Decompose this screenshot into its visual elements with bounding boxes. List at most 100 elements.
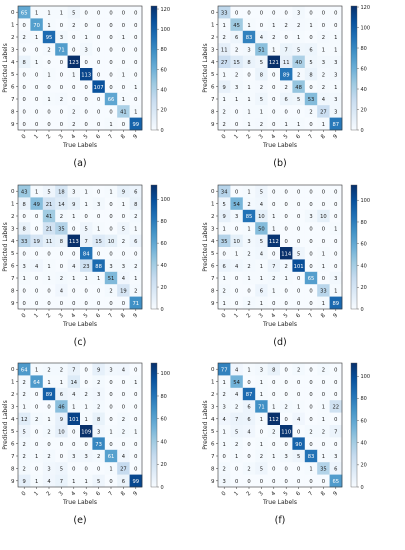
matrix-cell <box>18 387 31 401</box>
matrix-cell <box>104 375 118 389</box>
matrix-cell <box>329 462 343 475</box>
cell-value-label: 2 <box>235 72 238 78</box>
cell-value-label: 2 <box>23 392 26 398</box>
cell-value-label: 0 <box>60 110 63 116</box>
cell-value-label: 0 <box>235 10 238 16</box>
y-tick-label: 9 <box>211 301 215 307</box>
cell-value-label: 1 <box>35 35 38 41</box>
confusion-matrix-panel: 43 1 5 18 3 1 0 1 9 68 49 21 14 9 1 3 0 1 80 0 41 2 1 0 0 0 0 28 0 21… <box>2 184 170 348</box>
cell-value-label: 0 <box>272 380 275 386</box>
matrix-cell <box>67 449 81 463</box>
cell-value-label: 2 <box>223 467 226 473</box>
matrix-cell <box>255 185 268 198</box>
y-tick-label: 9 <box>11 301 15 307</box>
cell-value-label: 0 <box>134 72 137 78</box>
y-tick-label: 8 <box>211 466 215 472</box>
cell-value-label: 4 <box>260 251 264 257</box>
cell-value-label: 0 <box>334 251 337 257</box>
matrix-cell <box>67 363 81 376</box>
matrix-cell <box>292 197 306 211</box>
x-tick-label: 6 <box>95 312 102 319</box>
cell-value-label: 0 <box>72 442 75 448</box>
matrix-cell <box>255 412 268 426</box>
matrix-cell <box>30 474 44 488</box>
x-axis-label: True Labels <box>262 321 297 328</box>
matrix-cell <box>267 474 281 488</box>
cell-value-label: 0 <box>247 10 250 16</box>
cell-value-label: 1 <box>260 442 263 448</box>
cell-value-label: 2 <box>60 214 63 220</box>
colorbar-tick-label: 0 <box>361 128 364 134</box>
matrix-cell <box>230 296 244 310</box>
x-tick-label: 0 <box>221 490 228 497</box>
matrix-cell <box>55 425 68 438</box>
matrix-cell <box>317 197 330 211</box>
x-tick-label: 9 <box>132 133 139 140</box>
matrix-cell <box>18 375 31 389</box>
cell-value-label: 2 <box>235 405 238 411</box>
matrix-cell <box>292 375 306 389</box>
matrix-cell <box>18 259 31 273</box>
cell-value-label: 2 <box>85 392 88 398</box>
matrix-cell <box>242 412 256 426</box>
matrix-cell <box>104 117 118 131</box>
cell-value-label: 18 <box>58 189 65 195</box>
matrix-cell <box>117 449 130 463</box>
cell-value-label: 0 <box>122 60 125 66</box>
cell-value-label: 7 <box>272 264 275 270</box>
matrix-cell <box>129 43 143 56</box>
y-tick-label: 5 <box>211 251 215 257</box>
matrix-cell <box>255 197 268 211</box>
matrix-cell <box>117 92 130 106</box>
matrix-cell <box>104 462 118 475</box>
matrix-cell <box>92 43 106 56</box>
y-tick-label: 5 <box>11 429 15 435</box>
matrix-cell <box>242 296 256 310</box>
matrix-cell <box>218 247 231 260</box>
cell-value-label: 3 <box>247 48 250 54</box>
cell-value-label: 11 <box>221 48 228 54</box>
matrix-cell <box>129 247 143 260</box>
cell-value-label: 71 <box>258 405 265 411</box>
y-tick-label: 9 <box>211 479 215 485</box>
cell-value-label: 1 <box>23 405 26 411</box>
cell-value-label: 9 <box>72 202 75 208</box>
cell-value-label: 1 <box>272 48 275 54</box>
cell-value-label: 0 <box>72 429 75 435</box>
matrix-cell <box>230 425 244 438</box>
cell-value-label: 7 <box>235 417 238 423</box>
matrix-cell <box>317 80 330 94</box>
cell-value-label: 0 <box>23 289 26 295</box>
matrix-cell <box>304 43 318 56</box>
cell-value-label: 3 <box>97 392 100 398</box>
cell-value-label: 8 <box>309 72 312 78</box>
cell-value-label: 0 <box>35 289 38 295</box>
x-tick-label: 2 <box>46 134 53 141</box>
colorbar-tick-label: 60 <box>361 418 367 424</box>
matrix-cell <box>292 284 306 297</box>
cell-value-label: 0 <box>297 380 300 386</box>
cell-value-label: 89 <box>46 392 53 398</box>
y-tick-label: 5 <box>211 429 215 435</box>
matrix-cell <box>67 284 81 297</box>
colorbar <box>350 184 358 310</box>
cell-value-label: 0 <box>235 122 238 128</box>
matrix-cell <box>304 80 318 94</box>
matrix-cell <box>18 284 31 297</box>
matrix-cell <box>242 6 256 19</box>
cell-value-label: 0 <box>309 479 312 485</box>
matrix-cell <box>242 80 256 94</box>
x-tick-label: 4 <box>270 133 277 140</box>
y-tick-label: 2 <box>211 214 215 220</box>
y-tick-label: 6 <box>211 264 215 270</box>
cell-value-label: 0 <box>309 289 312 295</box>
cell-value-label: 0 <box>334 392 337 398</box>
matrix-cell <box>92 387 106 401</box>
cell-value-label: 1 <box>322 251 325 257</box>
matrix-cell <box>255 55 268 69</box>
cell-value-label: 27 <box>120 467 127 473</box>
cell-value-label: 0 <box>85 214 88 220</box>
matrix-cell <box>129 449 143 463</box>
cell-value-label: 1 <box>322 405 325 411</box>
